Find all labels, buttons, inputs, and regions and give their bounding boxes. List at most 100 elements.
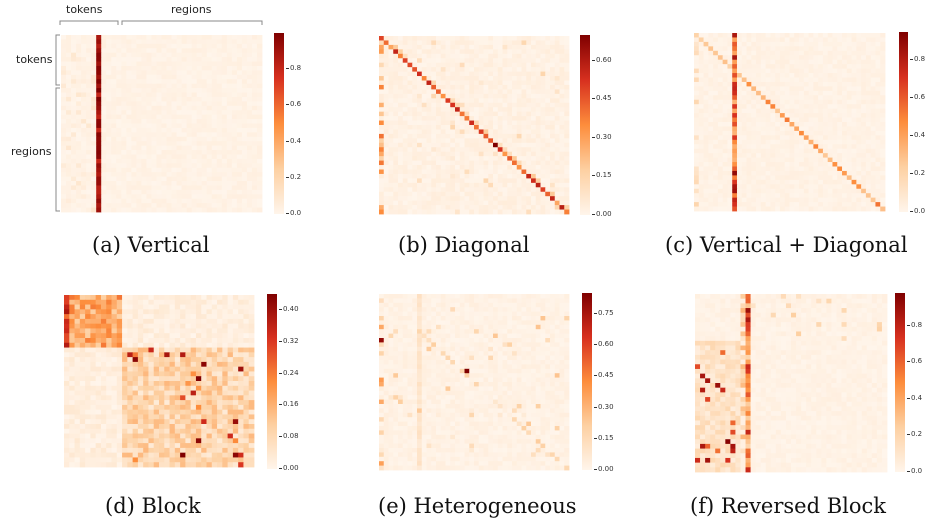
- heatmap-cell: [832, 122, 838, 127]
- heatmap-cell: [713, 99, 719, 105]
- heatmap-cell: [694, 33, 700, 38]
- heatmap-cell: [71, 61, 77, 67]
- heatmap-cell: [545, 67, 551, 72]
- heatmap-cell: [141, 176, 147, 182]
- heatmap-cell: [521, 76, 527, 81]
- heatmap-cell: [765, 157, 771, 163]
- heatmap-cell: [450, 129, 456, 135]
- heatmap-cell: [116, 39, 122, 45]
- heatmap-cell: [86, 65, 92, 71]
- heatmap-cell: [732, 86, 738, 92]
- heatmap-cell: [550, 62, 556, 68]
- heatmap-cell: [450, 40, 456, 46]
- heatmap-cell: [216, 203, 223, 208]
- heatmap-cell: [445, 44, 451, 50]
- heatmap-cell: [822, 166, 829, 172]
- heatmap-cell: [66, 167, 72, 173]
- heatmap-cell: [861, 68, 867, 74]
- heatmap-cell: [256, 185, 263, 191]
- heatmap-cell: [251, 150, 258, 155]
- heatmap-cell: [236, 48, 243, 54]
- heatmap-cell: [794, 130, 800, 136]
- heatmap-cell: [717, 193, 724, 199]
- heatmap-cell: [469, 196, 475, 202]
- heatmap-cell: [166, 92, 172, 98]
- heatmap-vertical: [61, 35, 263, 213]
- heatmap-cell: [483, 84, 489, 90]
- heatmap-cell: [61, 185, 67, 191]
- heatmap-cell: [880, 184, 886, 190]
- heatmap-cell: [96, 167, 102, 173]
- heatmap-cell: [842, 144, 848, 150]
- heatmap-cell: [91, 127, 97, 133]
- heatmap-cell: [837, 77, 843, 83]
- heatmap-cell: [493, 142, 499, 148]
- heatmap-cell: [136, 132, 142, 138]
- heatmap-cell: [732, 157, 738, 163]
- heatmap-cell: [760, 104, 767, 110]
- heatmap-cell: [407, 58, 413, 64]
- heatmap-cell: [540, 76, 546, 81]
- heatmap-cell: [760, 41, 767, 47]
- heatmap-cell: [717, 59, 724, 65]
- heatmap-cell: [803, 122, 810, 127]
- heatmap-cell: [493, 120, 499, 126]
- heatmap-cell: [106, 150, 112, 155]
- heatmap-cell: [206, 105, 213, 111]
- heatmap-cell: [81, 70, 87, 76]
- heatmap-cell: [756, 59, 762, 65]
- heatmap-cell: [111, 114, 117, 120]
- heatmap-cell: [493, 44, 499, 50]
- heatmap-cell: [818, 37, 824, 43]
- heatmap-cell: [256, 83, 263, 89]
- heatmap-cell: [226, 61, 233, 67]
- heatmap-cell: [131, 92, 137, 98]
- heatmap-cell: [412, 58, 418, 64]
- heatmap-cell: [196, 110, 203, 116]
- heatmap-cell: [493, 89, 499, 95]
- heatmap-cell: [101, 74, 107, 80]
- heatmap-cell: [111, 119, 117, 124]
- heatmap-cell: [216, 154, 223, 160]
- heatmap-cell: [703, 37, 709, 43]
- heatmap-cell: [770, 50, 776, 56]
- heatmap-cell: [717, 179, 724, 185]
- heatmap-cell: [137, 314, 144, 320]
- heatmap-cell: [842, 64, 848, 69]
- heatmap-cell: [81, 167, 87, 173]
- heatmap-cell: [196, 189, 203, 195]
- heatmap-cell: [770, 41, 776, 47]
- heatmap-cell: [246, 65, 253, 71]
- heatmap-cell: [171, 35, 177, 40]
- heatmap-cell: [156, 92, 162, 98]
- heatmap-cell: [526, 84, 532, 90]
- heatmap-cell: [221, 48, 228, 54]
- heatmap-cell: [483, 89, 489, 95]
- heatmap-cell: [856, 99, 862, 105]
- caption-vertical: (a) Vertical: [92, 233, 210, 257]
- heatmap-cell: [402, 40, 408, 46]
- heatmap-cell: [440, 169, 446, 175]
- heatmap-cell: [818, 206, 824, 212]
- heatmap-cell: [535, 133, 541, 139]
- heatmap-cell: [76, 207, 82, 213]
- heatmap-cell: [756, 188, 762, 194]
- heatmap-cell: [159, 309, 165, 315]
- heatmap-cell: [383, 200, 389, 206]
- heatmap-cell: [779, 50, 786, 56]
- heatmap-cell: [803, 184, 810, 190]
- heatmap-cell: [61, 92, 67, 98]
- heatmap-cell: [717, 117, 724, 123]
- heatmap-cell: [746, 166, 752, 172]
- heatmap-cell: [431, 49, 437, 55]
- heatmap-cell: [241, 158, 248, 164]
- heatmap-cell: [497, 102, 503, 108]
- heatmap-cell: [222, 299, 229, 305]
- heatmap-cell: [90, 299, 97, 305]
- heatmap-cell: [732, 122, 738, 127]
- heatmap-cell: [741, 104, 747, 110]
- heatmap-cell: [136, 194, 142, 200]
- heatmap-cell: [71, 105, 77, 111]
- heatmap-cell: [176, 189, 183, 195]
- heatmap-cell: [875, 130, 881, 136]
